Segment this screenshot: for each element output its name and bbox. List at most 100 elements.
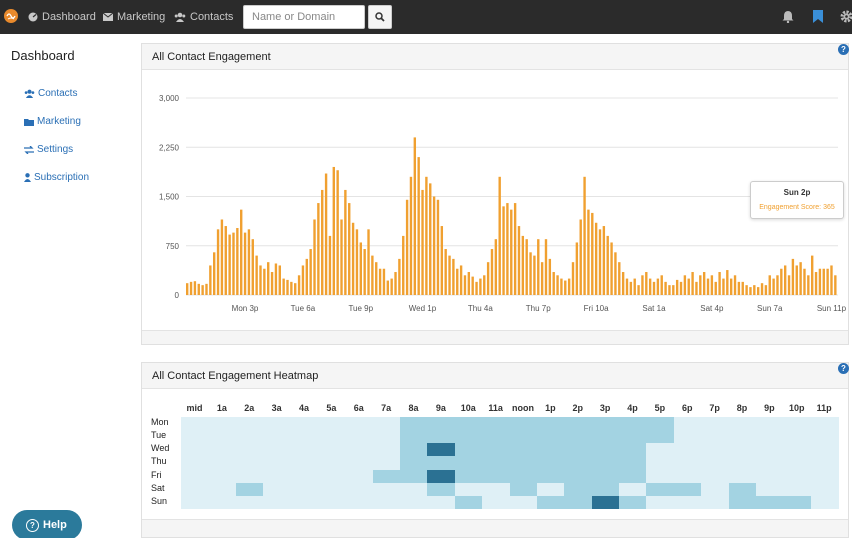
heatmap-cell[interactable] (564, 495, 593, 510)
chart-bar[interactable] (706, 278, 710, 295)
heatmap-cell[interactable] (536, 417, 565, 431)
chart-bar[interactable] (321, 189, 324, 295)
heatmap-cell[interactable] (646, 456, 675, 471)
chart-bar[interactable] (270, 272, 274, 295)
chart-bar[interactable] (232, 232, 235, 295)
heatmap-cell[interactable] (181, 430, 209, 444)
chart-bar[interactable] (803, 268, 806, 295)
chart-bar[interactable] (467, 272, 471, 295)
heatmap-cell[interactable] (400, 495, 428, 510)
chart-bar[interactable] (687, 278, 690, 295)
heatmap-cell[interactable] (536, 456, 565, 471)
chart-bar[interactable] (398, 258, 401, 295)
heatmap-cell[interactable] (208, 482, 237, 497)
heatmap-cell[interactable] (728, 482, 757, 497)
chart-bar[interactable] (201, 285, 204, 295)
sidebar-item-marketing[interactable]: Marketing (24, 116, 81, 127)
chart-bar[interactable] (506, 203, 509, 295)
chart-bar[interactable] (625, 278, 629, 295)
heatmap-cell[interactable] (345, 443, 374, 457)
chart-bar[interactable] (718, 272, 721, 295)
heatmap-cell[interactable] (290, 495, 319, 510)
chart-bar[interactable] (425, 176, 428, 295)
heatmap-cell[interactable] (619, 417, 647, 431)
heatmap-cell[interactable] (564, 456, 593, 471)
heatmap-cell[interactable] (810, 456, 839, 471)
heatmap-cell[interactable] (482, 482, 510, 497)
heatmap-cell[interactable] (755, 482, 784, 497)
chart-bar[interactable] (629, 281, 633, 295)
heatmap-cell[interactable] (454, 456, 483, 471)
chart-bar[interactable] (448, 255, 451, 295)
chart-bar[interactable] (544, 239, 548, 295)
chart-bar[interactable] (440, 226, 444, 295)
chart-bar[interactable] (641, 275, 644, 295)
heatmap-cell[interactable] (208, 430, 237, 444)
chart-bar[interactable] (810, 255, 814, 295)
heatmap-cell[interactable] (181, 443, 209, 457)
heatmap-cell[interactable] (235, 443, 264, 457)
heatmap-cell[interactable] (591, 469, 620, 484)
chart-bar[interactable] (213, 252, 216, 295)
heatmap-cell[interactable] (728, 495, 757, 510)
chart-bar[interactable] (324, 173, 328, 295)
chart-bar[interactable] (228, 234, 231, 295)
heatmap-cell[interactable] (345, 417, 374, 431)
heatmap-cell[interactable] (509, 495, 538, 510)
heatmap-cell[interactable] (427, 417, 456, 431)
chart-bar[interactable] (444, 249, 447, 295)
heatmap-cell[interactable] (509, 482, 538, 497)
heatmap-cell[interactable] (482, 430, 510, 444)
chart-bar[interactable] (336, 170, 339, 295)
chart-bar[interactable] (286, 279, 289, 295)
chart-bar[interactable] (525, 239, 528, 295)
chart-bar[interactable] (548, 258, 552, 295)
heatmap-cell[interactable] (263, 482, 291, 497)
heatmap-cell[interactable] (646, 469, 675, 484)
chart-bar[interactable] (567, 278, 571, 295)
heatmap-cell[interactable] (536, 443, 565, 457)
chart-bar[interactable] (456, 268, 459, 295)
heatmap-cell[interactable] (290, 430, 319, 444)
chart-bar[interactable] (780, 268, 783, 295)
heatmap-cell[interactable] (783, 456, 812, 471)
chart-bar[interactable] (776, 275, 779, 295)
heatmap-cell[interactable] (810, 482, 839, 497)
heatmap-cell[interactable] (235, 456, 264, 471)
chart-bar[interactable] (799, 262, 802, 295)
chart-bar[interactable] (409, 176, 413, 295)
chart-bar[interactable] (251, 239, 254, 295)
heatmap-cell[interactable] (427, 482, 456, 497)
chart-bar[interactable] (405, 199, 409, 295)
chart-bar[interactable] (741, 281, 744, 295)
heatmap-help-icon[interactable]: ? (838, 363, 849, 374)
heatmap-cell[interactable] (181, 469, 209, 484)
chart-bar[interactable] (189, 281, 193, 295)
heatmap-cell[interactable] (454, 417, 483, 431)
nav-contacts[interactable]: Contacts (174, 0, 233, 34)
chart-bar[interactable] (749, 287, 752, 295)
heatmap-cell[interactable] (263, 456, 291, 471)
heatmap-cell[interactable] (427, 430, 456, 444)
heatmap-cell[interactable] (701, 417, 729, 431)
heatmap-cell[interactable] (345, 469, 374, 484)
chart-bar[interactable] (197, 283, 200, 295)
heatmap-cell[interactable] (509, 443, 538, 457)
chart-bar[interactable] (348, 203, 351, 295)
chart-bar[interactable] (390, 278, 393, 295)
heatmap-cell[interactable] (728, 417, 757, 431)
heatmap-cell[interactable] (591, 443, 620, 457)
heatmap-cell[interactable] (482, 456, 510, 471)
heatmap-cell[interactable] (482, 417, 510, 431)
chart-bar[interactable] (502, 206, 505, 295)
chart-bar[interactable] (695, 281, 698, 295)
heatmap-cell[interactable] (290, 443, 319, 457)
heatmap-cell[interactable] (400, 469, 428, 484)
heatmap-cell[interactable] (755, 495, 784, 510)
chart-bar[interactable] (317, 203, 320, 295)
chart-bar[interactable] (814, 272, 818, 295)
heatmap-cell[interactable] (755, 417, 784, 431)
heatmap-cell[interactable] (619, 495, 647, 510)
chart-bar[interactable] (278, 265, 281, 295)
chart-bar[interactable] (313, 219, 316, 295)
